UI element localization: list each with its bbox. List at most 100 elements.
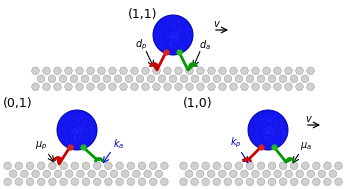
Circle shape [290, 75, 298, 83]
Circle shape [127, 178, 135, 186]
Circle shape [37, 178, 45, 186]
Circle shape [312, 178, 320, 186]
Circle shape [103, 75, 111, 83]
Circle shape [296, 170, 303, 178]
Circle shape [161, 178, 168, 186]
Circle shape [60, 162, 67, 170]
Circle shape [279, 178, 287, 186]
Circle shape [155, 170, 163, 178]
Circle shape [87, 67, 94, 75]
Circle shape [301, 75, 309, 83]
Text: (1,1): (1,1) [128, 8, 157, 21]
Circle shape [59, 75, 67, 83]
Circle shape [241, 83, 248, 91]
Circle shape [202, 162, 209, 170]
Circle shape [48, 75, 56, 83]
Circle shape [207, 170, 215, 178]
Circle shape [186, 83, 193, 91]
Circle shape [246, 178, 254, 186]
Text: $\mu_p$: $\mu_p$ [35, 140, 47, 152]
Circle shape [164, 67, 171, 75]
Circle shape [229, 170, 237, 178]
Text: $\mu_a$: $\mu_a$ [300, 140, 312, 152]
Circle shape [43, 83, 50, 91]
Circle shape [224, 178, 231, 186]
Circle shape [218, 170, 226, 178]
Circle shape [98, 67, 105, 75]
Circle shape [268, 75, 276, 83]
Circle shape [71, 162, 79, 170]
Text: $d_p$: $d_p$ [135, 38, 147, 52]
Circle shape [324, 162, 331, 170]
Circle shape [329, 170, 337, 178]
Circle shape [153, 15, 193, 55]
Circle shape [219, 67, 226, 75]
Circle shape [208, 83, 215, 91]
Circle shape [257, 178, 265, 186]
Circle shape [202, 75, 210, 83]
Circle shape [296, 83, 303, 91]
Circle shape [4, 178, 11, 186]
Circle shape [48, 178, 56, 186]
Circle shape [104, 178, 112, 186]
Circle shape [82, 178, 90, 186]
Circle shape [285, 170, 292, 178]
Circle shape [26, 178, 34, 186]
Circle shape [191, 178, 198, 186]
Circle shape [318, 170, 326, 178]
Circle shape [43, 67, 50, 75]
Circle shape [109, 67, 116, 75]
Circle shape [54, 170, 62, 178]
Circle shape [235, 178, 243, 186]
Circle shape [263, 83, 270, 91]
Circle shape [180, 178, 187, 186]
Circle shape [279, 75, 287, 83]
Circle shape [26, 162, 34, 170]
Circle shape [307, 170, 315, 178]
Circle shape [224, 75, 232, 83]
Circle shape [219, 83, 226, 91]
Circle shape [149, 178, 157, 186]
Circle shape [240, 170, 248, 178]
Circle shape [312, 162, 320, 170]
Circle shape [15, 162, 22, 170]
Circle shape [235, 75, 243, 83]
Circle shape [285, 83, 292, 91]
Text: (1,0): (1,0) [183, 97, 213, 110]
Circle shape [70, 75, 78, 83]
Circle shape [104, 162, 112, 170]
Circle shape [274, 170, 281, 178]
Circle shape [186, 67, 193, 75]
Circle shape [37, 75, 45, 83]
Circle shape [144, 170, 152, 178]
Circle shape [153, 67, 160, 75]
Circle shape [274, 67, 281, 75]
Circle shape [301, 178, 309, 186]
Circle shape [48, 162, 56, 170]
Circle shape [191, 162, 198, 170]
Circle shape [213, 75, 221, 83]
Circle shape [32, 83, 39, 91]
Circle shape [76, 170, 84, 178]
Circle shape [235, 162, 243, 170]
Circle shape [87, 83, 94, 91]
Circle shape [296, 67, 303, 75]
Circle shape [109, 83, 116, 91]
Circle shape [37, 162, 45, 170]
Circle shape [142, 83, 149, 91]
Circle shape [54, 83, 61, 91]
Circle shape [131, 83, 138, 91]
Circle shape [335, 162, 342, 170]
Circle shape [138, 178, 146, 186]
Circle shape [208, 67, 215, 75]
Circle shape [149, 162, 157, 170]
Circle shape [241, 67, 248, 75]
Circle shape [65, 83, 72, 91]
Circle shape [43, 170, 51, 178]
Text: $v$: $v$ [213, 19, 221, 29]
Circle shape [133, 170, 140, 178]
Circle shape [88, 170, 95, 178]
Circle shape [65, 170, 73, 178]
Circle shape [93, 162, 101, 170]
Circle shape [57, 110, 97, 150]
